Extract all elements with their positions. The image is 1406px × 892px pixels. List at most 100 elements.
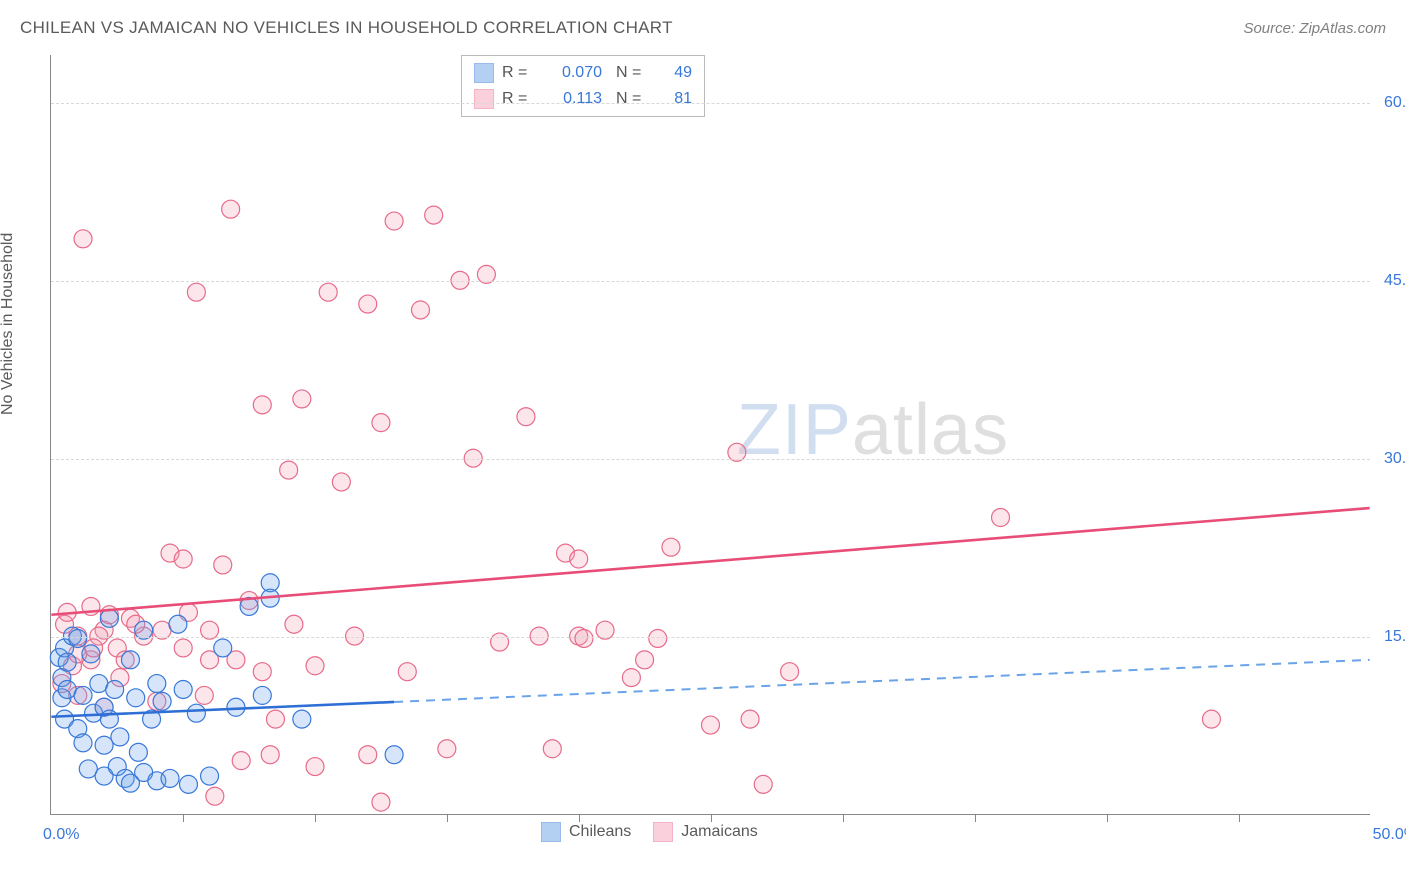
scatter-point	[570, 550, 588, 568]
x-axis-tick-mark	[315, 814, 316, 822]
y-axis-tick-label: 60.0%	[1374, 94, 1406, 112]
legend-n-value: 49	[656, 60, 692, 86]
scatter-point	[992, 509, 1010, 527]
scatter-point	[622, 669, 640, 687]
scatter-point	[153, 692, 171, 710]
scatter-point	[95, 736, 113, 754]
y-axis-tick-label: 15.0%	[1374, 628, 1406, 646]
scatter-point	[293, 390, 311, 408]
scatter-point	[148, 675, 166, 693]
scatter-point	[195, 686, 213, 704]
scatter-point	[100, 609, 118, 627]
scatter-point	[69, 629, 87, 647]
x-axis-tick-max: 50.0%	[1373, 826, 1406, 844]
scatter-point	[74, 230, 92, 248]
scatter-point	[385, 746, 403, 764]
scatter-point	[253, 396, 271, 414]
scatter-point	[741, 710, 759, 728]
gridline-horizontal	[51, 103, 1370, 104]
scatter-point	[214, 639, 232, 657]
gridline-horizontal	[51, 637, 1370, 638]
legend-n-label: N =	[616, 60, 648, 86]
x-axis-tick-mark	[1107, 814, 1108, 822]
x-axis-tick-min: 0.0%	[43, 826, 79, 844]
y-axis-label: No Vehicles in Household	[0, 233, 17, 415]
scatter-point	[636, 651, 654, 669]
scatter-point	[74, 734, 92, 752]
scatter-point	[174, 550, 192, 568]
scatter-point	[58, 653, 76, 671]
scatter-point	[1202, 710, 1220, 728]
scatter-point	[129, 743, 147, 761]
scatter-point	[398, 663, 416, 681]
scatter-point	[306, 758, 324, 776]
scatter-point	[232, 752, 250, 770]
scatter-point	[111, 728, 129, 746]
y-axis-tick-label: 30.0%	[1374, 450, 1406, 468]
scatter-point	[372, 793, 390, 811]
scatter-point	[174, 680, 192, 698]
chart-title: CHILEAN VS JAMAICAN NO VEHICLES IN HOUSE…	[20, 18, 673, 38]
scatter-point	[662, 538, 680, 556]
scatter-point	[121, 651, 139, 669]
trend-line-solid	[51, 508, 1369, 615]
y-axis-tick-label: 45.0%	[1374, 272, 1406, 290]
scatter-point	[359, 295, 377, 313]
scatter-point	[253, 663, 271, 681]
scatter-point	[161, 769, 179, 787]
series-legend: Chileans Jamaicans	[541, 822, 758, 842]
scatter-point	[293, 710, 311, 728]
x-axis-tick-mark	[843, 814, 844, 822]
legend-stat-row: R = 0.070 N = 49	[474, 60, 692, 86]
scatter-point	[82, 645, 100, 663]
scatter-point	[491, 633, 509, 651]
x-axis-tick-mark	[183, 814, 184, 822]
legend-series-item: Jamaicans	[653, 822, 757, 842]
scatter-point	[411, 301, 429, 319]
x-axis-tick-mark	[447, 814, 448, 822]
scatter-point	[174, 639, 192, 657]
x-axis-tick-mark	[579, 814, 580, 822]
x-axis-tick-mark	[711, 814, 712, 822]
scatter-point	[306, 657, 324, 675]
scatter-point	[179, 775, 197, 793]
scatter-point	[201, 767, 219, 785]
scatter-point	[187, 704, 205, 722]
legend-series-item: Chileans	[541, 822, 631, 842]
scatter-point	[261, 746, 279, 764]
scatter-point	[332, 473, 350, 491]
scatter-point	[106, 680, 124, 698]
legend-r-label: R =	[502, 60, 534, 86]
gridline-horizontal	[51, 281, 1370, 282]
scatter-point	[425, 206, 443, 224]
scatter-plot-svg	[51, 55, 1370, 814]
legend-n-value: 81	[656, 86, 692, 112]
scatter-point	[517, 408, 535, 426]
scatter-point	[214, 556, 232, 574]
x-axis-tick-mark	[975, 814, 976, 822]
legend-series-label: Chileans	[569, 823, 631, 841]
legend-r-value: 0.070	[542, 60, 602, 86]
correlation-legend: R = 0.070 N = 49 R = 0.113 N = 81	[461, 55, 705, 117]
scatter-point	[438, 740, 456, 758]
scatter-point	[206, 787, 224, 805]
legend-r-value: 0.113	[542, 86, 602, 112]
scatter-point	[385, 212, 403, 230]
x-axis-tick-mark	[1239, 814, 1240, 822]
trend-line-dashed	[394, 660, 1370, 702]
scatter-point	[222, 200, 240, 218]
gridline-horizontal	[51, 459, 1370, 460]
legend-stat-row: R = 0.113 N = 81	[474, 86, 692, 112]
scatter-point	[359, 746, 377, 764]
scatter-point	[74, 686, 92, 704]
scatter-point	[253, 686, 271, 704]
source-attribution: Source: ZipAtlas.com	[1243, 20, 1386, 37]
legend-r-label: R =	[502, 86, 534, 112]
legend-series-label: Jamaicans	[681, 823, 757, 841]
legend-swatch	[474, 63, 494, 83]
scatter-point	[127, 689, 145, 707]
legend-n-label: N =	[616, 86, 648, 112]
scatter-point	[754, 775, 772, 793]
scatter-point	[543, 740, 561, 758]
scatter-point	[285, 615, 303, 633]
